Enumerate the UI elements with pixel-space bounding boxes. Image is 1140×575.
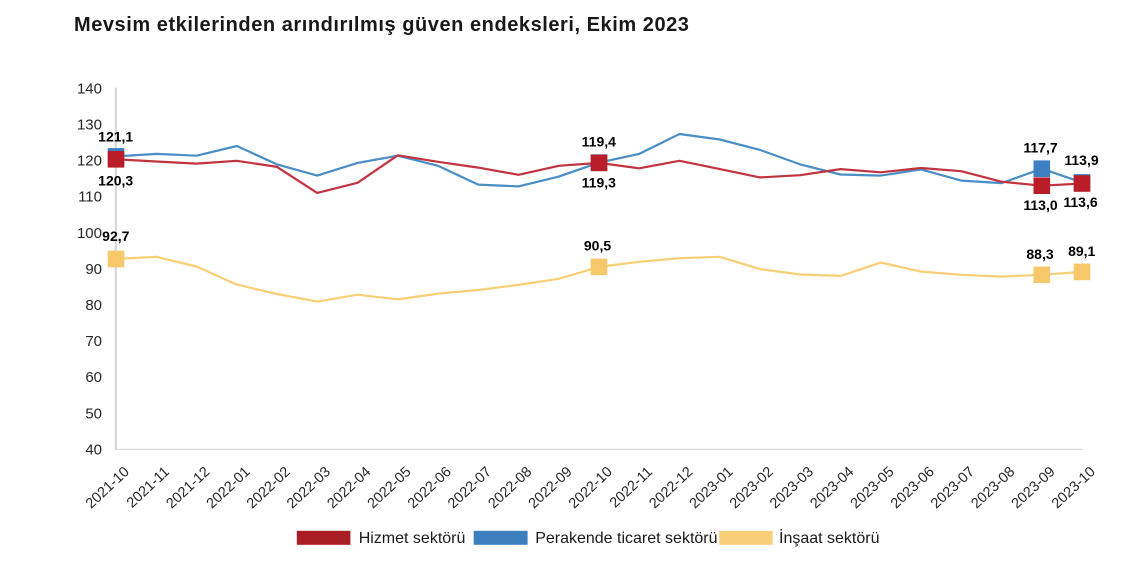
svg-text:110: 110 [78, 189, 102, 206]
svg-text:İnşaat sektörü: İnşaat sektörü [779, 528, 880, 547]
svg-text:70: 70 [85, 333, 102, 350]
svg-text:Perakende ticaret sektörü: Perakende ticaret sektörü [535, 530, 717, 547]
svg-text:130: 130 [77, 117, 102, 134]
svg-text:117,7: 117,7 [1023, 140, 1057, 156]
svg-text:113,9: 113,9 [1064, 152, 1098, 168]
svg-text:92,7: 92,7 [102, 228, 129, 244]
svg-text:90: 90 [85, 261, 102, 278]
svg-text:113,0: 113,0 [1023, 197, 1057, 213]
svg-text:89,1: 89,1 [1068, 243, 1095, 259]
svg-text:60: 60 [85, 369, 102, 386]
svg-text:140: 140 [77, 80, 102, 97]
svg-text:100: 100 [77, 225, 102, 242]
svg-text:88,3: 88,3 [1026, 246, 1053, 262]
svg-text:120: 120 [77, 153, 102, 170]
svg-text:119,4: 119,4 [582, 133, 616, 149]
svg-text:50: 50 [85, 405, 102, 422]
svg-text:121,1: 121,1 [98, 128, 133, 144]
svg-text:113,6: 113,6 [1063, 194, 1097, 210]
svg-text:90,5: 90,5 [584, 238, 611, 254]
svg-text:80: 80 [85, 297, 102, 314]
svg-text:119,3: 119,3 [582, 175, 616, 191]
svg-text:120,3: 120,3 [98, 172, 133, 188]
svg-text:Hizmet sektörü: Hizmet sektörü [359, 530, 466, 547]
svg-text:Mevsim etkilerinden arındırılm: Mevsim etkilerinden arındırılmış güven e… [74, 14, 689, 36]
svg-text:40: 40 [85, 441, 102, 458]
